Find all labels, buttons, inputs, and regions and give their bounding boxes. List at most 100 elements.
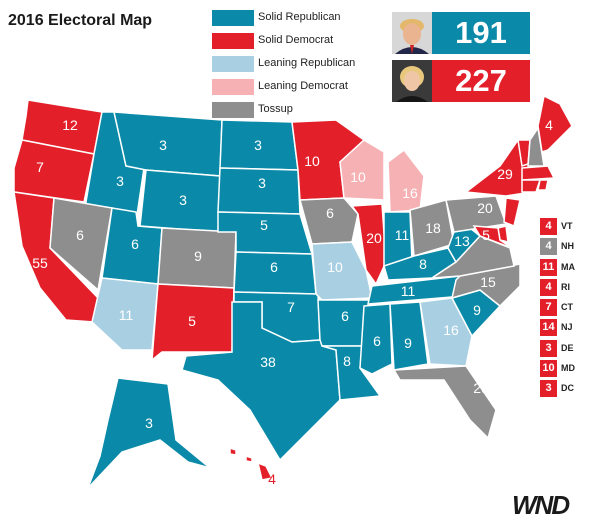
ne-abbr: RI xyxy=(561,281,570,292)
state-vote-label: 55 xyxy=(32,255,48,271)
northeast-list: 4 VT 4 NH 11 MA 4 RI 7 CT 14 NJ 3 DE 10 MD 3 DC xyxy=(540,218,590,401)
state-maine xyxy=(537,94,573,153)
state-west-virginia xyxy=(447,227,482,264)
state-iowa xyxy=(299,197,359,245)
ne-votes: 4 xyxy=(540,278,557,296)
state-maryland xyxy=(472,225,513,249)
candidate-photo-icon xyxy=(392,12,432,54)
legend-label: Solid Democrat xyxy=(258,34,334,46)
legend-label: Leaning Republican xyxy=(258,57,356,69)
state-vote-label: 10 xyxy=(327,259,343,275)
state-vote-label: 6 xyxy=(131,236,139,252)
legend: Solid Republican Solid Democrat Leaning … xyxy=(212,10,362,125)
ne-abbr: MD xyxy=(561,363,575,374)
ne-abbr: VT xyxy=(561,221,573,231)
ne-votes: 14 xyxy=(540,319,557,337)
state-georgia xyxy=(419,297,473,367)
ne-item-vt: 4 VT xyxy=(540,218,590,236)
state-vote-label: 15 xyxy=(480,274,496,290)
state-vote-label: 11 xyxy=(401,283,416,299)
state-vote-label: 5 xyxy=(260,217,268,233)
ne-votes: 3 xyxy=(540,380,557,398)
map-title: 2016 Electoral Map xyxy=(8,12,153,29)
legend-label: Leaning Democrat xyxy=(258,80,348,92)
legend-item-solid-republican: Solid Republican xyxy=(212,10,362,28)
ne-votes: 7 xyxy=(540,299,557,317)
ne-abbr: NJ xyxy=(561,322,573,333)
legend-item-tossup: Tossup xyxy=(212,102,362,120)
ne-votes: 4 xyxy=(540,238,557,256)
ne-abbr: NH xyxy=(561,241,574,252)
ne-item-de: 3 DE xyxy=(540,339,590,358)
state-montana xyxy=(113,111,223,177)
candidate-photo-icon xyxy=(392,60,432,102)
state-wisconsin xyxy=(339,139,385,201)
state-pennsylvania xyxy=(445,195,508,233)
ne-abbr: DE xyxy=(561,342,574,353)
state-vote-label: 38 xyxy=(260,354,276,370)
state-michigan xyxy=(387,148,425,213)
state-vote-label: 11 xyxy=(119,307,134,323)
state-vote-label: 11 xyxy=(395,227,410,243)
state-vote-label: 5 xyxy=(188,313,196,329)
state-vote-label: 3 xyxy=(179,192,187,208)
state-vote-label: 3 xyxy=(145,415,153,431)
ne-item-ma: 11 MA xyxy=(540,258,590,277)
state-vote-label: 8 xyxy=(419,256,427,272)
state-vote-label: 3 xyxy=(159,137,167,153)
state-vote-label: 6 xyxy=(373,333,381,349)
state-vote-label: 16 xyxy=(443,322,459,338)
ne-abbr: DC xyxy=(561,383,574,394)
legend-swatch xyxy=(212,79,254,95)
state-vote-label: 3 xyxy=(258,175,266,191)
state-alaska xyxy=(87,377,211,489)
ne-item-nj: 14 NJ xyxy=(540,319,590,337)
legend-item-leaning-democrat: Leaning Democrat xyxy=(212,79,362,97)
state-vote-label: 3 xyxy=(116,173,124,189)
state-illinois xyxy=(350,203,387,286)
ne-item-dc: 3 DC xyxy=(540,380,590,398)
ne-item-ri: 4 RI xyxy=(540,278,590,297)
state-vote-label: 29 xyxy=(497,166,513,182)
state-texas xyxy=(181,301,341,462)
state-vote-label: 3 xyxy=(254,137,262,153)
state-vote-label: 10 xyxy=(304,153,320,169)
democrat-count: 227 xyxy=(432,60,530,102)
ne-votes: 11 xyxy=(540,258,557,276)
legend-label: Solid Republican xyxy=(258,11,341,23)
state-vote-label: 10 xyxy=(350,169,366,185)
ne-abbr: MA xyxy=(561,261,575,272)
state-vote-label: 8 xyxy=(343,353,351,369)
state-vote-label: 12 xyxy=(62,117,78,133)
state-vote-label: 16 xyxy=(402,185,418,201)
legend-item-solid-democrat: Solid Democrat xyxy=(212,33,362,51)
ne-item-md: 10 MD xyxy=(540,360,590,378)
state-vote-label: 6 xyxy=(270,259,278,275)
state-hawaii xyxy=(229,446,274,481)
ne-votes: 3 xyxy=(540,339,557,357)
legend-label: Tossup xyxy=(258,103,293,115)
state-vote-label: 9 xyxy=(473,302,481,318)
republican-score: 191 xyxy=(392,12,530,54)
state-new-mexico xyxy=(151,283,235,362)
legend-swatch xyxy=(212,10,254,26)
legend-item-leaning-republican: Leaning Republican xyxy=(212,56,362,74)
state-vote-label: 6 xyxy=(326,205,334,221)
ne-item-nh: 4 NH xyxy=(540,238,590,256)
ne-votes: 10 xyxy=(540,360,557,378)
state-mississippi xyxy=(359,303,393,375)
state-connecticut xyxy=(521,179,542,193)
state-vote-label: 18 xyxy=(425,220,441,236)
state-arizona xyxy=(91,277,159,351)
state-vote-label: 6 xyxy=(341,308,349,324)
state-vote-label: 20 xyxy=(366,230,382,246)
state-vote-label: 5 xyxy=(482,227,490,243)
state-vote-label: 7 xyxy=(36,159,44,175)
state-new-jersey xyxy=(503,197,521,228)
democrat-score: 227 xyxy=(392,60,530,102)
ne-votes: 4 xyxy=(540,218,557,235)
state-vote-label: 9 xyxy=(404,335,412,351)
state-vote-label: 6 xyxy=(76,227,84,243)
